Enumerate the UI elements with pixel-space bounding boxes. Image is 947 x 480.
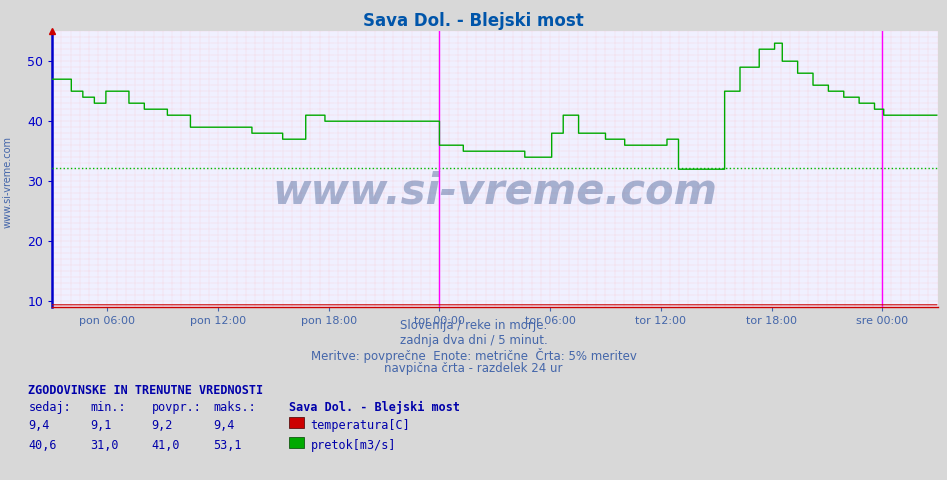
Text: 9,4: 9,4	[28, 419, 50, 432]
Text: povpr.:: povpr.:	[152, 401, 202, 414]
Text: sedaj:: sedaj:	[28, 401, 71, 414]
Text: 9,4: 9,4	[213, 419, 235, 432]
Text: navpična črta - razdelek 24 ur: navpična črta - razdelek 24 ur	[384, 362, 563, 375]
Text: Sava Dol. - Blejski most: Sava Dol. - Blejski most	[363, 12, 584, 30]
Text: 9,2: 9,2	[152, 419, 173, 432]
Text: 9,1: 9,1	[90, 419, 112, 432]
Text: www.si-vreme.com: www.si-vreme.com	[3, 136, 12, 228]
Text: pretok[m3/s]: pretok[m3/s]	[311, 439, 396, 452]
Text: 53,1: 53,1	[213, 439, 241, 452]
Text: maks.:: maks.:	[213, 401, 256, 414]
Text: Slovenija / reke in morje.: Slovenija / reke in morje.	[400, 319, 547, 332]
Text: 41,0: 41,0	[152, 439, 180, 452]
Text: 40,6: 40,6	[28, 439, 57, 452]
Text: www.si-vreme.com: www.si-vreme.com	[273, 170, 717, 212]
Text: Sava Dol. - Blejski most: Sava Dol. - Blejski most	[289, 401, 460, 414]
Text: 31,0: 31,0	[90, 439, 118, 452]
Text: min.:: min.:	[90, 401, 126, 414]
Text: temperatura[C]: temperatura[C]	[311, 419, 410, 432]
Text: zadnja dva dni / 5 minut.: zadnja dva dni / 5 minut.	[400, 334, 547, 347]
Text: ZGODOVINSKE IN TRENUTNE VREDNOSTI: ZGODOVINSKE IN TRENUTNE VREDNOSTI	[28, 384, 263, 397]
Text: Meritve: povprečne  Enote: metrične  Črta: 5% meritev: Meritve: povprečne Enote: metrične Črta:…	[311, 348, 636, 363]
